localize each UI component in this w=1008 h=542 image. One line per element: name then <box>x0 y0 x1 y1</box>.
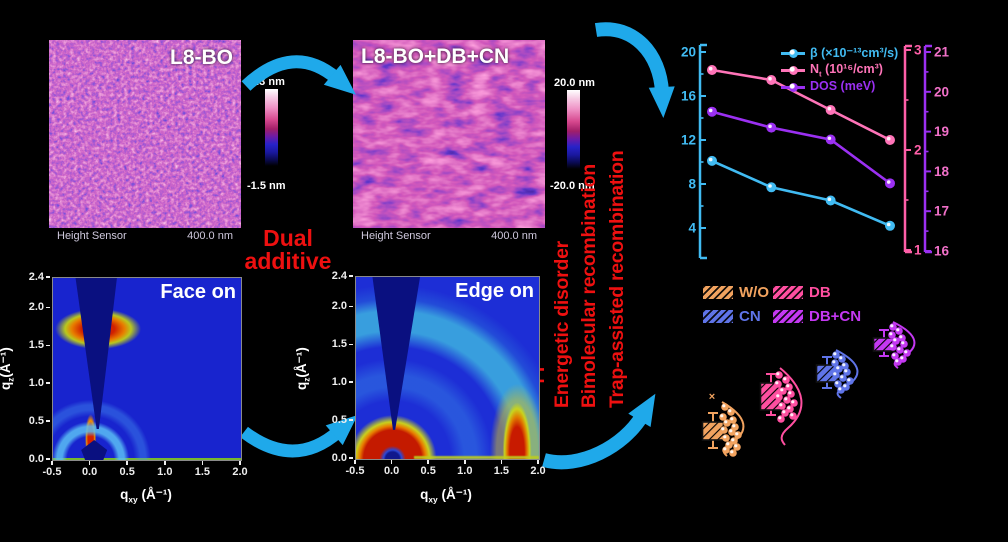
colorbar1-gradient <box>265 89 278 166</box>
trap-assisted-recombination-text-column: Trap-assisted recombination <box>606 150 628 408</box>
giwaxs-title-edge-on: Edge on <box>455 280 534 302</box>
afm-title-l8bo-db-cn: L8-BO+DB+CN <box>361 45 510 68</box>
flow-arrow-icon <box>240 415 358 458</box>
flow-arrow-icon <box>542 393 656 470</box>
detector-wedge <box>372 277 421 430</box>
hatched-swatch <box>702 309 734 324</box>
trend-chart-legend: β (×10⁻¹³cm³/s) Nt (10¹⁶/cm³) DOS (meV) <box>781 46 898 95</box>
group-distribution-chart: × <box>701 321 916 457</box>
energetic-disorder-text-column: Energetic disorder <box>551 241 573 408</box>
svg-text:12: 12 <box>681 133 696 148</box>
afm-image-l8bo-db-cn: L8-BO+DB+CN <box>353 40 545 228</box>
afm-caption-2: Height Sensor 400.0 nm <box>353 230 545 242</box>
svg-text:17: 17 <box>934 204 949 219</box>
svg-text:×: × <box>709 391 715 403</box>
svg-text:18: 18 <box>934 164 950 179</box>
colorbar2-max-label: 20.0 nm <box>554 77 595 89</box>
svg-text:8: 8 <box>688 177 696 192</box>
height-sensor-label: Height Sensor <box>361 230 431 242</box>
scale-length-label: 400.0 nm <box>187 230 233 242</box>
svg-text:16: 16 <box>681 89 697 104</box>
legend-marker <box>781 48 805 58</box>
colorbar2-min-label: -20.0 nm <box>550 180 595 192</box>
flow-arrow-icon <box>241 55 356 95</box>
edge-on-y-axis-label: qz(Å⁻¹) <box>294 347 312 390</box>
legend-entry-wo: W/O <box>702 284 772 301</box>
svg-text:20: 20 <box>934 84 949 99</box>
legend-entry-cn: CN <box>702 308 772 325</box>
svg-text:2: 2 <box>914 143 922 158</box>
legend-entry-nt: Nt (10¹⁶/cm³) <box>781 62 898 79</box>
bimolecular-recombination-text-column: Bimolecular recombination <box>578 164 600 408</box>
afm-texture-2 <box>353 40 545 228</box>
hatched-swatch <box>772 285 804 300</box>
colorbar2-gradient <box>567 90 580 169</box>
violin-legend: W/O DB CN DB+CN <box>702 284 882 325</box>
face-on-x-axis-label: qxy (Å⁻¹) <box>120 487 172 505</box>
svg-text:20: 20 <box>681 45 696 60</box>
svg-text:4: 4 <box>688 221 696 236</box>
flow-arrow-icon <box>594 22 675 118</box>
hatched-swatch <box>702 285 734 300</box>
legend-marker <box>781 82 805 92</box>
scale-length-label: 400.0 nm <box>491 230 537 242</box>
giwaxs-title-face-on: Face on <box>160 281 236 303</box>
afm-caption-1: Height Sensor 400.0 nm <box>49 230 241 242</box>
giwaxs-edge-on-image: Edge on <box>355 276 540 460</box>
giwaxs-face-on-image: Face on <box>52 277 242 461</box>
height-sensor-label: Height Sensor <box>57 230 127 242</box>
legend-entry-beta: β (×10⁻¹³cm³/s) <box>781 46 898 61</box>
legend-marker <box>781 65 805 75</box>
svg-text:3: 3 <box>914 43 922 58</box>
bottom-scatter-band <box>414 456 539 459</box>
svg-text:21: 21 <box>934 45 950 60</box>
afm-image-l8bo: L8-BO <box>49 40 241 228</box>
legend-entry-db-cn: DB+CN <box>772 308 882 325</box>
detector-wedge <box>75 278 117 430</box>
svg-text:1: 1 <box>914 243 922 258</box>
face-on-y-axis-label: qz(Å⁻¹) <box>0 347 16 390</box>
edge-on-x-axis-label: qxy (Å⁻¹) <box>420 487 472 505</box>
colorbar1-min-label: -1.5 nm <box>247 180 286 192</box>
afm-texture-1 <box>49 40 241 228</box>
legend-entry-db: DB <box>772 284 882 301</box>
beamstop-shadow <box>81 440 108 460</box>
hatched-swatch <box>772 309 804 324</box>
svg-text:16: 16 <box>934 244 950 259</box>
afm-title-l8bo: L8-BO <box>170 46 233 69</box>
svg-text:19: 19 <box>934 124 949 139</box>
dual-additive-label: Dual additive <box>244 225 332 274</box>
legend-entry-dos: DOS (meV) <box>781 79 898 95</box>
